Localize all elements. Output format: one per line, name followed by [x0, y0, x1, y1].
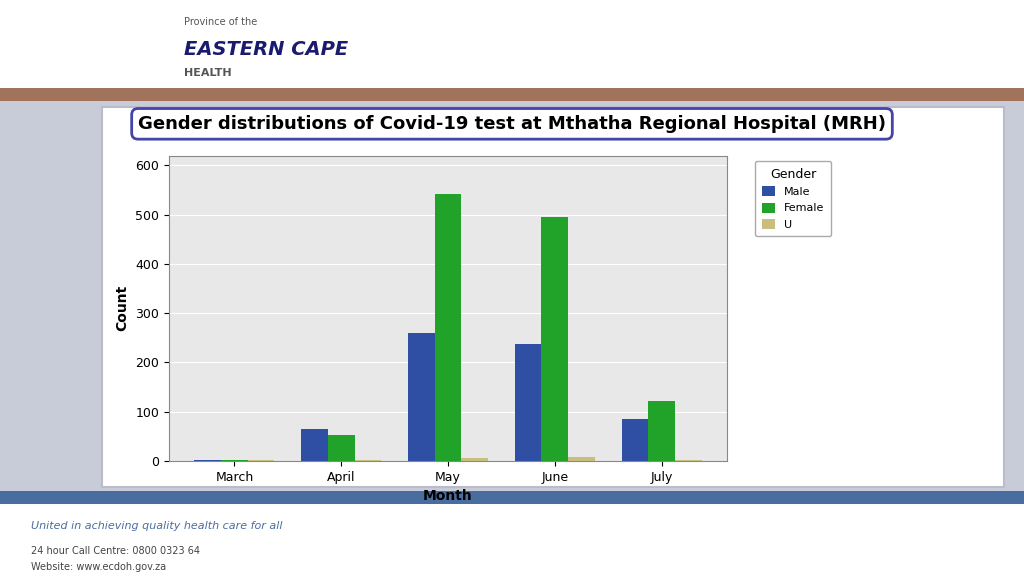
Bar — [675, 460, 701, 461]
Bar — [622, 419, 648, 461]
Text: Website: www.ecdoh.gov.za: Website: www.ecdoh.gov.za — [31, 562, 166, 573]
Bar — [568, 457, 595, 461]
Bar — [408, 333, 434, 461]
Text: United in achieving quality health care for all: United in achieving quality health care … — [31, 521, 283, 530]
Bar — [515, 344, 542, 461]
Text: EASTERN CAPE: EASTERN CAPE — [184, 40, 348, 59]
Text: HEALTH: HEALTH — [184, 68, 232, 78]
Text: Province of the: Province of the — [184, 17, 258, 27]
Bar — [648, 401, 675, 461]
Text: 24 hour Call Centre: 0800 0323 64: 24 hour Call Centre: 0800 0323 64 — [31, 546, 200, 556]
Legend: Male, Female, U: Male, Female, U — [755, 161, 830, 236]
Bar — [434, 194, 462, 461]
Bar — [328, 435, 354, 461]
Bar — [462, 458, 488, 461]
X-axis label: Month: Month — [423, 489, 473, 503]
Y-axis label: Count: Count — [116, 285, 130, 331]
Text: Gender distributions of Covid-19 test at Mthatha Regional Hospital (MRH): Gender distributions of Covid-19 test at… — [138, 115, 886, 133]
Bar — [301, 429, 328, 461]
Bar — [542, 217, 568, 461]
